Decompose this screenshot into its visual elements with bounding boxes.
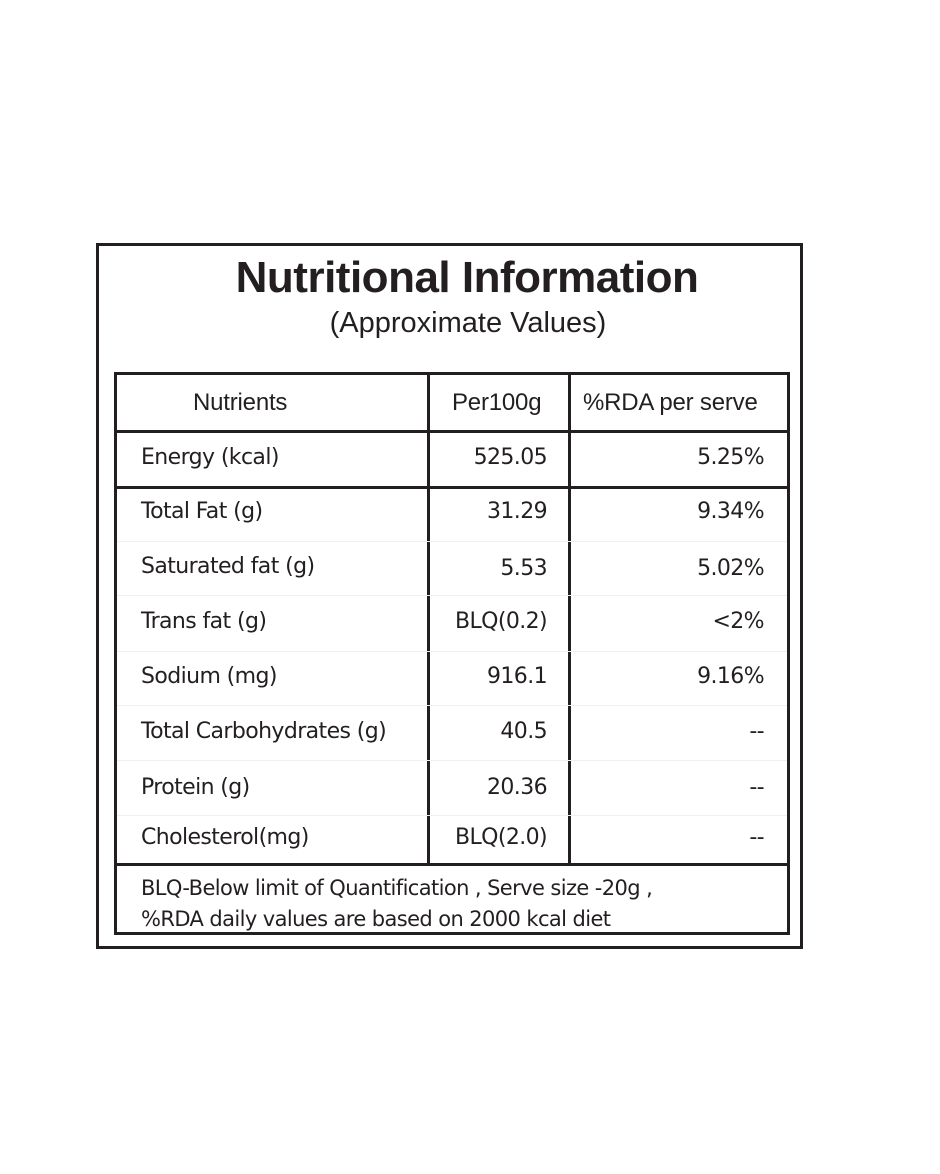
nutrient-name: Total Fat (g) (141, 499, 263, 524)
nutrient-name: Sodium (mg) (141, 664, 277, 689)
nutrient-name: Saturated fat (g) (141, 554, 315, 579)
nutrient-rda: 5.02% (697, 556, 764, 581)
column-divider (427, 375, 430, 863)
nutrient-rda: 5.25% (697, 445, 764, 470)
nutrient-per100g: 20.36 (487, 775, 548, 800)
row-separator (117, 815, 787, 816)
label-subtitle: (Approximate Values) (329, 307, 607, 339)
nutrient-name: Total Carbohydrates (g) (141, 719, 387, 744)
row-separator (117, 595, 787, 596)
row-separator (117, 651, 787, 652)
footnote-line: BLQ-Below limit of Quantification , Serv… (141, 876, 653, 900)
nutrient-name: Cholesterol(mg) (141, 825, 309, 850)
nutrition-table: Nutrients Per100g %RDA per serve Energy … (114, 372, 790, 935)
nutrient-rda: <2% (712, 609, 764, 634)
row-separator (117, 541, 787, 542)
row-separator (117, 705, 787, 706)
footnote-line: %RDA daily values are based on 2000 kcal… (141, 907, 611, 931)
nutrient-per100g: BLQ(0.2) (454, 609, 548, 634)
nutrient-rda: -- (749, 825, 764, 850)
nutrient-per100g: 31.29 (487, 499, 548, 524)
label-title: Nutritional Information (235, 253, 699, 302)
header-rule (117, 430, 787, 433)
header-per100g: Per100g (452, 389, 542, 416)
footnote: BLQ-Below limit of Quantification , Serv… (141, 873, 653, 935)
nutrient-per100g: 916.1 (487, 664, 548, 689)
nutrient-per100g: 40.5 (500, 719, 547, 744)
nutrient-name: Energy (kcal) (141, 445, 279, 470)
nutrient-per100g: 5.53 (500, 556, 547, 581)
nutrition-label-panel (96, 243, 803, 949)
nutrient-rda: -- (749, 719, 764, 744)
nutrient-name: Trans fat (g) (141, 609, 267, 634)
nutrient-per100g: BLQ(2.0) (454, 825, 548, 850)
footer-rule (117, 863, 787, 866)
nutrient-rda: -- (749, 775, 764, 800)
row-separator (117, 760, 787, 761)
nutrient-per100g: 525.05 (473, 445, 548, 470)
nutrient-rda: 9.16% (697, 664, 764, 689)
column-divider (568, 375, 571, 863)
header-nutrients: Nutrients (193, 389, 288, 416)
nutrient-name: Protein (g) (141, 775, 250, 800)
header-rda: %RDA per serve (583, 389, 758, 416)
energy-rule (117, 486, 787, 489)
nutrient-rda: 9.34% (697, 499, 764, 524)
